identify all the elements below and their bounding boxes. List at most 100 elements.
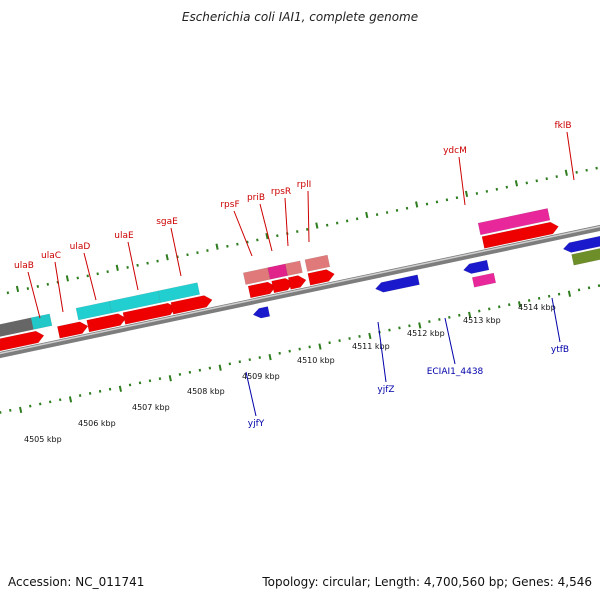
tick-mark	[106, 270, 109, 274]
tick-mark	[358, 334, 361, 338]
tick-mark	[28, 404, 32, 408]
scale-label: 4510 kbp	[297, 356, 335, 365]
tick-mark	[158, 377, 162, 381]
tick-mark	[455, 196, 459, 200]
tick-mark	[587, 286, 591, 290]
tick-mark	[178, 372, 182, 376]
gene-label-ydcM: ydcM	[443, 146, 467, 156]
tick-mark	[96, 272, 99, 276]
gene-box	[477, 208, 551, 236]
tick-mark	[108, 387, 112, 391]
gene-box	[267, 263, 289, 280]
tick-mark	[398, 326, 401, 330]
gene-labels: ulaB ulaC ulaD ulaE sgaE rpsF priB rpsR rplI ydcM…	[14, 121, 575, 429]
tick-mark	[38, 402, 42, 406]
tick-mark	[355, 217, 359, 221]
tick-mark	[375, 213, 379, 217]
tick-mark	[468, 311, 472, 319]
tick-mark	[136, 263, 139, 267]
tick-mark	[325, 223, 329, 227]
tick-mark	[278, 351, 281, 355]
gene-box	[304, 254, 331, 272]
tick-mark	[218, 364, 222, 371]
gene-label-rpsF: rpsF	[220, 200, 239, 210]
tick-mark	[48, 400, 52, 404]
tick-mark	[308, 345, 311, 349]
gene-label-rplI: rplI	[297, 180, 312, 190]
tick-mark	[445, 198, 449, 202]
tick-mark	[268, 353, 272, 361]
tick-mark	[557, 292, 561, 296]
cds-arrow	[247, 281, 277, 299]
tick-mark	[196, 251, 199, 255]
tick-mark	[248, 358, 252, 362]
tick-mark	[438, 318, 441, 321]
tick-mark	[88, 391, 92, 395]
tick-mark	[115, 264, 119, 271]
tick-mark	[514, 180, 519, 187]
tick-mark	[236, 242, 239, 246]
tick-mark	[478, 309, 481, 313]
tick-mark	[68, 396, 73, 403]
gene-label-ulaC: ulaC	[41, 251, 61, 261]
cds-arrow	[57, 321, 89, 339]
tick-mark	[507, 303, 511, 307]
tick-mark	[488, 307, 491, 311]
leader-line	[27, 271, 41, 319]
tick-mark	[46, 282, 50, 286]
tick-mark	[86, 274, 89, 278]
tick-mark	[226, 244, 229, 248]
leader-line	[566, 131, 575, 181]
tick-mark	[188, 370, 192, 374]
cds-arrow	[287, 275, 307, 290]
tick-mark	[186, 253, 189, 257]
gene-box	[30, 313, 53, 330]
tick-mark	[118, 385, 123, 392]
scale-labels: 4505 kbp 4506 kbp 4507 kbp 4508 kbp 4509 kbp…	[24, 303, 556, 444]
gene-label-yjfY: yjfY	[248, 419, 265, 429]
tick-mark	[165, 254, 169, 261]
tick-mark	[505, 185, 509, 189]
tick-mark	[296, 230, 299, 233]
tick-mark	[168, 375, 172, 382]
genome-title: Escherichia coli IAI1, complete genome	[181, 10, 419, 24]
tick-mark	[318, 343, 322, 350]
tick-mark	[428, 320, 431, 324]
tick-mark	[555, 175, 558, 179]
tick-mark	[597, 284, 600, 288]
tick-mark	[306, 227, 309, 231]
cds-arrow	[481, 221, 559, 249]
feature-tracks	[0, 208, 600, 352]
tick-mark	[405, 206, 409, 210]
tick-mark	[288, 349, 291, 353]
topology-text: Topology: circular; Length: 4,700,560 bp…	[262, 575, 592, 589]
tick-mark	[448, 315, 451, 319]
tick-mark	[435, 200, 439, 204]
tick-mark	[0, 411, 2, 414]
leader-line	[284, 197, 289, 247]
tick-mark	[577, 288, 581, 292]
tick-mark	[425, 202, 429, 206]
reverse-scale-ticks	[0, 284, 600, 414]
tick-mark	[138, 381, 142, 385]
tick-mark	[328, 341, 331, 345]
tick-mark	[388, 328, 391, 332]
tick-mark	[6, 291, 10, 295]
tick-mark	[537, 296, 541, 300]
tick-mark	[497, 305, 501, 309]
leader-line	[54, 261, 64, 313]
tick-mark	[15, 285, 20, 293]
tick-mark	[365, 211, 369, 219]
accession-text: Accession: NC_011741	[8, 575, 145, 589]
tick-mark	[517, 301, 522, 308]
leader-line	[170, 227, 182, 277]
scale-label: 4514 kbp	[518, 303, 556, 312]
reverse-gene-arrow	[463, 259, 490, 274]
tick-mark	[395, 208, 399, 212]
tick-mark	[276, 234, 279, 238]
tick-mark	[585, 168, 588, 172]
tick-mark	[475, 192, 479, 195]
tick-mark	[408, 324, 411, 328]
leader-line	[458, 156, 466, 206]
tick-mark	[65, 275, 69, 282]
